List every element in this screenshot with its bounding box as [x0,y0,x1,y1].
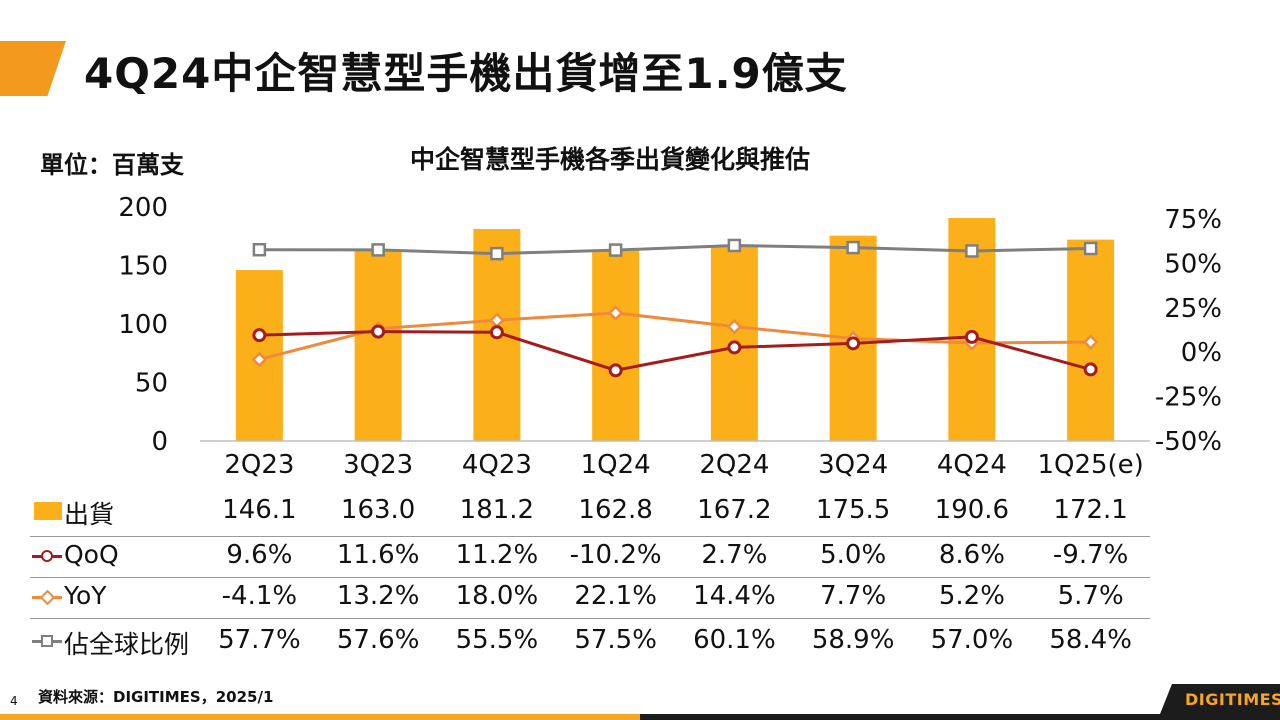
x-axis-tick-label: 2Q24 [699,450,769,480]
page-title: 4Q24中企智慧型手機出貨增至1.9億支 [84,49,848,98]
point-share [727,238,742,253]
table-cell: 162.8 [578,495,653,525]
table-cell: 146.1 [222,495,297,525]
point-share [490,246,504,261]
source-note: 資料來源：DIGITIMES，2025/1 [38,688,274,706]
legend-marker [41,635,53,647]
point-qoq [964,329,979,344]
bar-shipment [354,250,402,441]
table-cell: 13.2% [336,581,420,611]
left-axis-tick-label: 100 [118,310,168,340]
right-axis-tick-label: 25% [1164,294,1222,324]
x-axis-tick-label: 4Q24 [937,450,1007,480]
line-share [259,243,1091,256]
point-qoq [1083,362,1098,377]
digitimes-logo [1160,684,1280,714]
table-cell: 163.0 [340,495,416,525]
table-cell: 9.6% [226,540,293,570]
table-cell: -10.2% [569,540,662,570]
table-cell: 175.5 [815,495,891,525]
point-yoy [607,305,624,321]
point-yoy [251,351,268,368]
logo-text: DIGITIMES [1185,690,1280,709]
point-qoq [489,325,504,340]
point-qoq [846,336,861,351]
table-cell: 58.9% [811,625,895,655]
point-yoy [726,318,743,335]
table-cell: 181.2 [459,495,535,525]
table-cell: 57.5% [574,625,657,655]
point-share [846,240,860,255]
table-cell: 57.7% [218,625,301,655]
table-cell: 11.2% [455,540,539,570]
table-cell: 7.7% [820,581,887,611]
legend-label-3: 佔全球比例 [64,630,190,659]
left-axis-tick-label: 200 [118,193,168,223]
table-cell: 190.6 [934,495,1010,525]
table-cell: 14.4% [693,581,776,611]
table-cell: -4.1% [221,581,298,611]
legend-label-0: 出貨 [64,500,115,529]
x-axis-tick-label: 4Q23 [462,450,532,480]
unit-label: 單位：百萬支 [40,151,184,179]
table-cell: 5.2% [938,581,1005,611]
line-qoq [259,330,1092,372]
bar-shipment [592,250,640,441]
footer-bar-dark [640,714,1280,720]
legend-label-1: QoQ [64,540,119,569]
table-cell: 58.4% [1049,625,1132,655]
table-cell: 18.0% [455,581,539,611]
table-cell: 57.0% [930,625,1014,655]
table-cell: 11.6% [336,540,420,570]
legend-label-2: YoY [64,581,107,610]
point-qoq [371,324,386,339]
right-axis-tick-label: 0% [1181,338,1222,368]
point-share [371,243,385,257]
right-axis-tick-label: 75% [1164,205,1222,235]
point-yoy [1082,334,1099,350]
table-cell: 22.1% [574,581,657,611]
point-qoq [608,363,623,378]
table-cell: 5.7% [1057,581,1124,611]
line-yoy [258,311,1091,361]
table-row-divider [30,618,1150,619]
x-axis-tick-label: 3Q24 [818,450,888,480]
table-cell: 5.0% [820,540,887,570]
right-axis-tick-label: 50% [1164,249,1222,279]
legend-marker [41,550,53,562]
point-share [965,244,979,258]
footer-bar-gold [0,714,640,720]
x-axis-tick-label: 2Q23 [224,450,294,480]
chart-title: 中企智慧型手機各季出貨變化與推估 [410,145,811,174]
right-axis-tick-label: -25% [1155,383,1222,413]
table-cell: 8.6% [938,540,1005,570]
table-row-divider [30,577,1150,578]
table-cell: 57.6% [336,625,420,655]
x-axis-tick-label: 3Q23 [343,450,413,480]
table-row-divider [30,536,1150,537]
left-axis-tick-label: 0 [151,427,168,457]
table-cell: 60.1% [693,625,776,655]
table-cell: -9.7% [1052,540,1129,570]
point-share [608,243,623,257]
point-qoq [252,328,267,343]
right-axis-tick-label: -50% [1155,427,1222,457]
left-axis-tick-label: 150 [118,252,168,282]
table-cell: 2.7% [701,540,768,570]
point-share [252,242,267,257]
table-cell: 172.1 [1053,495,1128,525]
left-axis-tick-label: 50 [135,369,168,399]
page-number: 4 [10,694,18,708]
x-axis-tick-label: 1Q24 [581,450,651,480]
point-qoq [727,340,742,355]
x-axis-tick-label: 1Q25(e) [1037,450,1143,480]
legend-swatch-bar [34,502,62,520]
point-share [1083,241,1098,256]
table-cell: 167.2 [697,495,772,525]
table-cell: 55.5% [455,625,539,655]
